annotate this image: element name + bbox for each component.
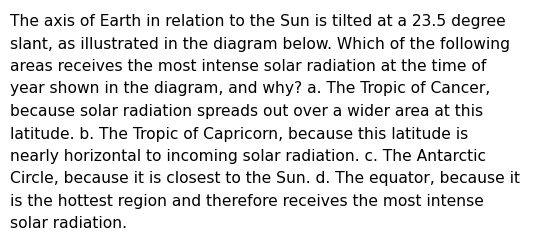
Text: year shown in the diagram, and why? a. The Tropic of Cancer,: year shown in the diagram, and why? a. T… [10,81,490,96]
Text: slant, as illustrated in the diagram below. Which of the following: slant, as illustrated in the diagram bel… [10,36,510,51]
Text: is the hottest region and therefore receives the most intense: is the hottest region and therefore rece… [10,193,484,208]
Text: nearly horizontal to incoming solar radiation. c. The Antarctic: nearly horizontal to incoming solar radi… [10,148,486,163]
Text: The axis of Earth in relation to the Sun is tilted at a 23.5 degree: The axis of Earth in relation to the Sun… [10,14,506,29]
Text: solar radiation.: solar radiation. [10,216,127,230]
Text: latitude. b. The Tropic of Capricorn, because this latitude is: latitude. b. The Tropic of Capricorn, be… [10,126,468,141]
Text: Circle, because it is closest to the Sun. d. The equator, because it: Circle, because it is closest to the Sun… [10,171,520,186]
Text: because solar radiation spreads out over a wider area at this: because solar radiation spreads out over… [10,104,483,118]
Text: areas receives the most intense solar radiation at the time of: areas receives the most intense solar ra… [10,59,487,74]
